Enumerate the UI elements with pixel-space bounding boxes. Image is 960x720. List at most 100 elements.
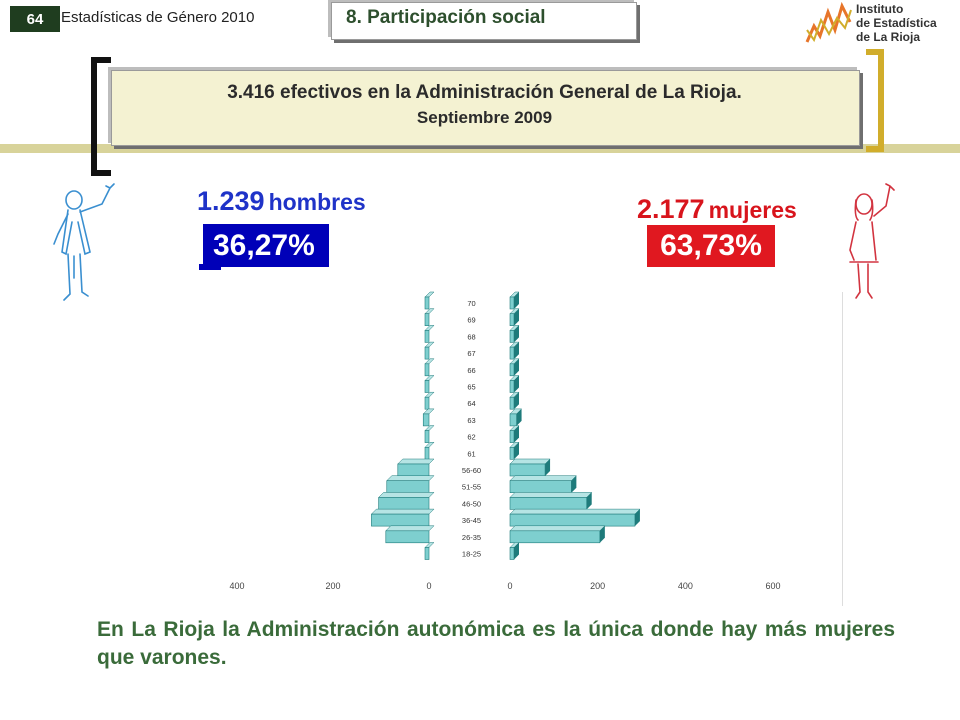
right-bar-side-36-45 — [634, 509, 640, 527]
age-label-68: 68 — [467, 332, 475, 341]
age-label-63: 63 — [467, 416, 475, 425]
right-bar-side-46-50 — [586, 492, 592, 510]
right-axis-tick-400: 400 — [678, 581, 693, 591]
headline-line-1: 3.416 efectivos en la Administración Gen… — [227, 82, 742, 103]
right-bar-side-70 — [514, 292, 519, 309]
right-bar-top-46-50 — [509, 492, 593, 498]
age-label-51-55: 51-55 — [462, 483, 481, 492]
left-bar-61 — [424, 447, 430, 460]
age-label-67: 67 — [467, 349, 475, 358]
section-title-box — [331, 2, 637, 40]
logo-line-2: de Estadística — [856, 16, 937, 30]
right-bar-62 — [509, 430, 515, 443]
left-axis-tick-0: 0 — [426, 581, 431, 591]
right-bar-side-63 — [516, 408, 522, 426]
left-bar-68 — [424, 330, 430, 343]
left-bar-46-50 — [378, 497, 430, 510]
section-title: 8. Participación social — [346, 7, 546, 28]
age-label-70: 70 — [467, 299, 475, 308]
header-divider — [0, 144, 960, 153]
right-bar-side-66 — [514, 358, 519, 376]
age-pyramid-chart: 70 69 68 67 66 65 64 63 62 61 56-60 51-55 46-50 36-45… — [229, 291, 781, 591]
right-bar-side-64 — [514, 392, 519, 410]
right-bar-65 — [509, 380, 515, 393]
right-bar-side-69 — [514, 308, 519, 326]
right-bar-side-65 — [514, 375, 519, 393]
left-bar-top-67 — [424, 341, 435, 348]
left-bar-top-66 — [424, 358, 435, 365]
left-bar-top-65 — [424, 375, 435, 381]
women-percent: 63,73% — [660, 229, 762, 262]
left-bar-top-36-45 — [370, 508, 435, 515]
right-bar-side-18-25 — [514, 542, 519, 560]
page-number-badge: 64 — [10, 6, 60, 32]
age-label-69: 69 — [467, 316, 475, 325]
women-count: 2.177 mujeres — [637, 194, 797, 225]
conclusion-text: En La Rioja la Administración autonómica… — [97, 618, 895, 669]
age-label-64: 64 — [467, 399, 475, 408]
women-count-value: 2.177 — [637, 194, 705, 224]
right-bar-51-55 — [509, 480, 572, 493]
left-bar-51-55 — [386, 480, 430, 493]
right-bar-side-67 — [514, 342, 519, 360]
left-bar-top-51-55 — [386, 475, 435, 481]
age-label-66: 66 — [467, 366, 475, 375]
right-axis-tick-200: 200 — [590, 581, 605, 591]
age-label-61: 61 — [467, 449, 475, 458]
men-count: 1.239 hombres — [197, 186, 366, 217]
age-label-26-35: 26-35 — [462, 533, 481, 542]
men-count-value: 1.239 — [197, 186, 265, 216]
right-bar-side-68 — [514, 325, 519, 343]
publication-title: Estadísticas de Género 2010 — [61, 9, 255, 26]
logo-graph-icon — [805, 1, 852, 43]
left-bar-top-62 — [424, 425, 435, 431]
left-bar-top-63 — [422, 408, 435, 415]
left-bar-top-46-50 — [377, 492, 435, 498]
men-count-label: hombres — [268, 189, 366, 215]
age-label-62: 62 — [467, 433, 475, 442]
right-bar-64 — [509, 396, 515, 410]
age-label-18-25: 18-25 — [462, 550, 481, 559]
right-bar-side-26-35 — [599, 525, 605, 543]
right-bar-68 — [509, 330, 515, 343]
left-bar-top-70 — [424, 291, 435, 298]
right-bar-side-62 — [514, 425, 519, 443]
left-bar-62 — [424, 430, 430, 443]
left-bar-26-35 — [385, 530, 430, 544]
left-axis-tick-400: 400 — [229, 581, 244, 591]
right-axis-tick-600: 600 — [765, 581, 780, 591]
right-bar-70 — [509, 296, 515, 310]
left-bar-18-25 — [424, 547, 430, 560]
right-axis-tick-0: 0 — [507, 581, 512, 591]
logo-text: Instituto de Estadística de La Rioja — [856, 2, 937, 44]
left-bar-top-56-60 — [397, 458, 435, 465]
right-bar-side-51-55 — [571, 475, 577, 493]
logo-line-1: Instituto — [856, 2, 904, 16]
headline-banner — [111, 70, 860, 146]
left-bar-66 — [424, 363, 430, 377]
chart-right-border — [842, 292, 843, 606]
right-bar-top-26-35 — [509, 525, 606, 532]
right-bar-side-61 — [514, 442, 519, 460]
right-bar-46-50 — [509, 497, 588, 510]
age-label-46-50: 46-50 — [462, 499, 481, 508]
page-number: 64 — [26, 10, 44, 28]
left-bar-63 — [422, 413, 430, 427]
left-bar-70 — [424, 296, 430, 310]
woman-figure-icon — [849, 183, 895, 299]
right-bar-56-60 — [509, 463, 546, 477]
headline-line-2: Septiembre 2009 — [416, 108, 553, 127]
left-bar-top-69 — [424, 308, 435, 314]
left-bar-top-26-35 — [385, 525, 435, 532]
left-bar-top-68 — [424, 325, 435, 331]
right-bar-66 — [509, 363, 515, 377]
age-label-65: 65 — [467, 383, 475, 392]
left-axis-tick-200: 200 — [325, 581, 340, 591]
right-bar-top-51-55 — [509, 475, 577, 481]
right-bar-61 — [509, 447, 515, 460]
left-bar-top-18-25 — [424, 542, 435, 548]
left-bar-56-60 — [397, 463, 430, 477]
left-bar-69 — [424, 313, 430, 327]
right-bar-26-35 — [509, 530, 601, 544]
left-bar-36-45 — [371, 513, 430, 527]
